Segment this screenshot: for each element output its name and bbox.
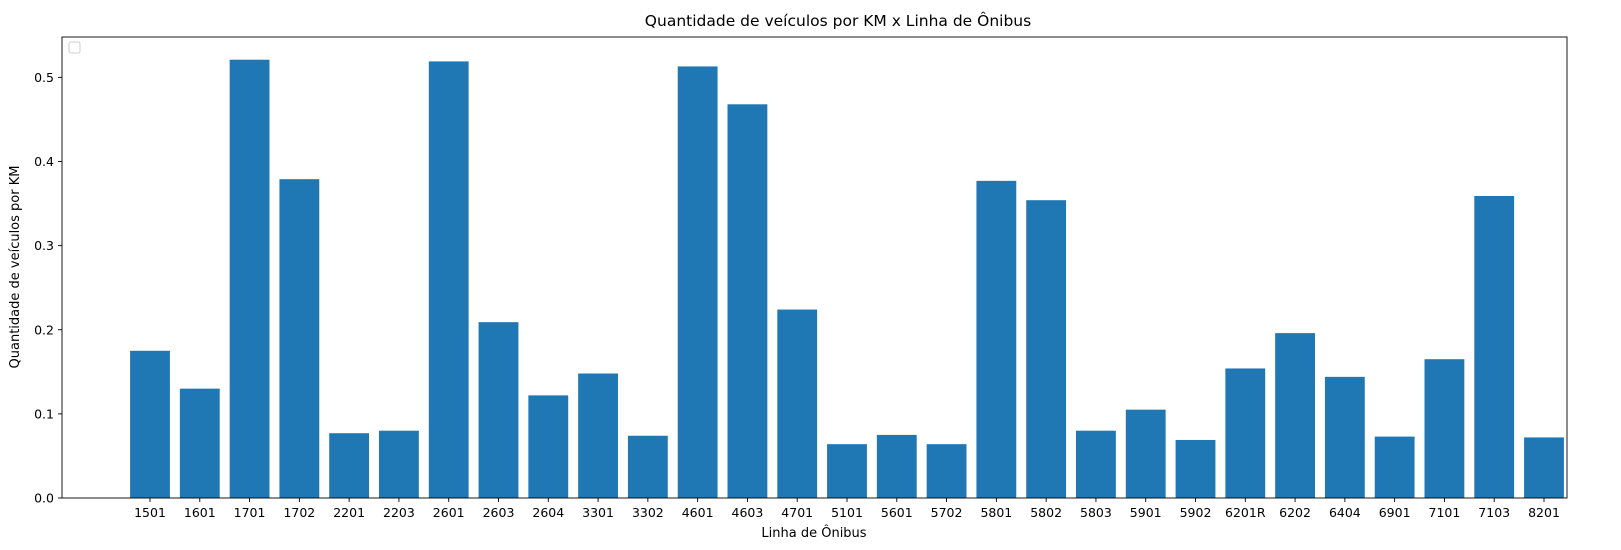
x-tick-label: 6404 — [1329, 505, 1361, 520]
x-tick-label: 4603 — [732, 505, 764, 520]
bar-8201 — [1524, 437, 1564, 498]
x-tick-label: 6202 — [1279, 505, 1311, 520]
bar-6901 — [1374, 436, 1415, 498]
bar-5802 — [1026, 200, 1067, 498]
x-tick-label: 6901 — [1379, 505, 1411, 520]
bar-5902 — [1175, 439, 1216, 498]
y-tick-label: 0.5 — [34, 70, 54, 85]
bar-1501 — [130, 350, 170, 498]
bar-5101 — [827, 444, 867, 498]
y-axis: 0.0 0.1 0.2 0.3 0.4 0.5 — [34, 70, 62, 506]
bar-5901 — [1125, 409, 1166, 498]
x-tick-label: 4701 — [781, 505, 813, 520]
bar-2601 — [428, 61, 469, 499]
bar-5601 — [876, 434, 917, 498]
x-tick-label: 2603 — [483, 505, 515, 520]
bar-7101 — [1424, 359, 1465, 498]
bar-3301 — [578, 373, 618, 498]
x-tick-label: 2601 — [433, 505, 465, 520]
bar-2203 — [379, 430, 419, 498]
bar-3302 — [627, 435, 668, 498]
y-tick-label: 0.3 — [34, 238, 54, 253]
bar-6201R — [1225, 368, 1266, 498]
x-tick-label: 7101 — [1429, 505, 1461, 520]
x-tick-label: 3302 — [632, 505, 664, 520]
x-tick-label: 5902 — [1180, 505, 1212, 520]
bar-7103 — [1474, 195, 1515, 499]
chart-title: Quantidade de veículos por KM x Linha de… — [645, 11, 1031, 30]
x-tick-label: 5702 — [931, 505, 963, 520]
x-tick-label: 2201 — [333, 505, 365, 520]
bar-5801 — [976, 180, 1017, 498]
x-tick-label: 1601 — [184, 505, 216, 520]
x-tick-label: 1702 — [283, 505, 315, 520]
x-tick-label: 5803 — [1080, 505, 1112, 520]
bar-1702 — [279, 179, 320, 499]
x-tick-label: 6201R — [1225, 505, 1266, 520]
x-tick-label: 8201 — [1528, 505, 1560, 520]
bar-2604 — [528, 395, 569, 498]
y-axis-label: Quantidade de veículos por KM — [8, 166, 23, 369]
x-axis: 1501 1601 1701 1702 2201 2203 2601 2603 2604 3301… — [134, 498, 1560, 520]
x-tick-label: 5901 — [1130, 505, 1162, 520]
x-tick-label: 5801 — [980, 505, 1012, 520]
x-tick-label: 5601 — [881, 505, 913, 520]
x-axis-label: Linha de Ônibus — [761, 525, 866, 541]
x-tick-label: 5802 — [1030, 505, 1062, 520]
plot-frame — [61, 36, 1568, 499]
bar-1601 — [179, 388, 220, 498]
y-tick-label: 0.4 — [34, 154, 54, 169]
bar-2603 — [478, 322, 519, 498]
x-tick-label: 4601 — [682, 505, 714, 520]
x-tick-label: 1701 — [234, 505, 266, 520]
bar-4603 — [727, 104, 768, 499]
x-tick-label: 7103 — [1478, 505, 1510, 520]
bar-6202 — [1275, 333, 1315, 498]
bars-group — [130, 59, 1564, 499]
y-tick-label: 0.2 — [34, 322, 54, 337]
x-tick-label: 2203 — [383, 505, 415, 520]
bar-2201 — [329, 433, 370, 498]
bar-1701 — [229, 59, 270, 499]
bar-5803 — [1076, 430, 1116, 498]
legend-box — [68, 41, 81, 54]
y-tick-label: 0.0 — [34, 491, 54, 506]
bar-5702 — [926, 444, 967, 498]
bar-6404 — [1324, 376, 1365, 498]
x-tick-label: 3301 — [582, 505, 614, 520]
bar-4701 — [777, 309, 818, 498]
x-tick-label: 5101 — [831, 505, 863, 520]
x-tick-label: 2604 — [532, 505, 564, 520]
x-tick-label: 1501 — [134, 505, 166, 520]
bar-4601 — [677, 66, 718, 498]
y-tick-label: 0.1 — [34, 406, 54, 421]
